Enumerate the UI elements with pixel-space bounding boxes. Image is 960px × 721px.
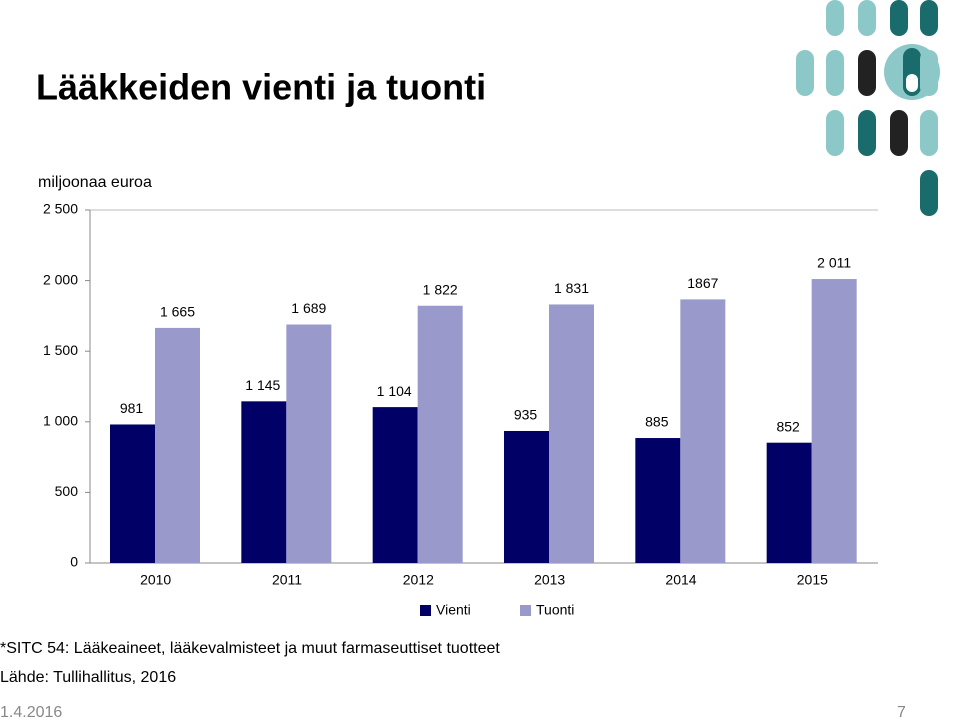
bar	[811, 279, 857, 563]
data-label: 1867	[687, 275, 718, 291]
legend-swatch	[420, 605, 431, 616]
footnote: *SITC 54: Lääkeaineet, lääkevalmisteet j…	[0, 640, 500, 657]
bar	[680, 299, 726, 563]
data-label: 981	[120, 400, 144, 416]
legend-label: Tuonti	[536, 602, 574, 618]
slide-title: Lääkkeiden vienti ja tuonti	[36, 67, 486, 108]
data-label: 852	[776, 418, 800, 434]
data-label: 1 822	[423, 281, 458, 297]
x-tick-label: 2015	[797, 572, 828, 588]
page-number: 7	[897, 704, 906, 721]
x-tick-label: 2012	[403, 572, 434, 588]
bar	[286, 324, 332, 563]
x-tick-label: 2014	[665, 572, 696, 588]
bar	[635, 438, 681, 563]
y-tick-label: 0	[70, 554, 78, 570]
source: Lähde: Tullihallitus, 2016	[0, 669, 176, 686]
y-tick-label: 500	[55, 483, 79, 499]
x-tick-label: 2010	[140, 572, 171, 588]
data-label: 1 104	[377, 383, 412, 399]
bar	[504, 430, 549, 563]
data-label: 2 011	[817, 255, 851, 271]
date: 1.4.2016	[0, 704, 62, 721]
decoration	[796, 0, 940, 216]
legend-label: Vienti	[436, 602, 471, 618]
bar	[372, 407, 418, 563]
data-label: 1 665	[160, 304, 195, 320]
bar	[417, 305, 463, 563]
bar	[241, 401, 287, 563]
data-label: 935	[514, 407, 538, 423]
bar	[766, 442, 812, 563]
legend-swatch	[520, 605, 531, 616]
y-tick-label: 1 500	[43, 342, 78, 358]
y-tick-label: 1 000	[43, 413, 78, 429]
y-tick-label: 2 500	[43, 201, 78, 217]
bar	[110, 424, 155, 563]
data-label: 885	[645, 414, 669, 430]
x-tick-label: 2013	[534, 572, 565, 588]
data-label: 1 145	[245, 377, 280, 393]
y-tick-label: 2 000	[43, 271, 78, 287]
bar	[155, 327, 200, 563]
bar	[549, 304, 594, 563]
data-label: 1 689	[291, 300, 326, 316]
x-tick-label: 2011	[272, 572, 302, 588]
y-axis-label: miljoonaa euroa	[38, 174, 152, 191]
data-label: 1 831	[554, 280, 589, 296]
